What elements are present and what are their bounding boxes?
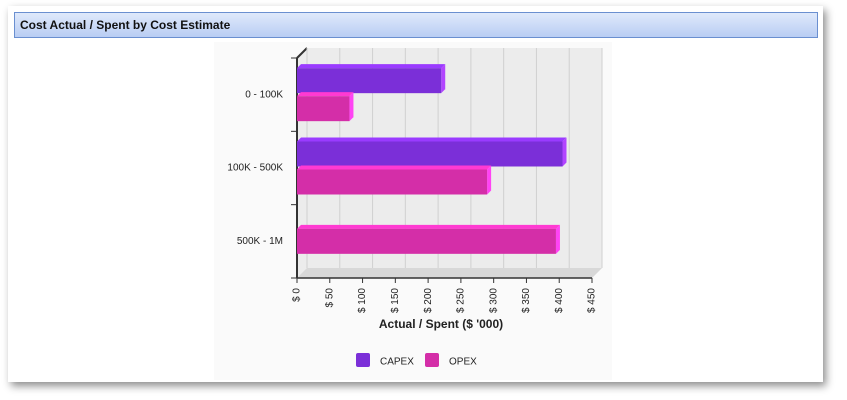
bar-top	[297, 137, 567, 142]
bar-side	[487, 165, 492, 195]
bar-side	[441, 64, 446, 94]
bar-top	[297, 165, 492, 170]
bar-side	[562, 137, 567, 167]
x-tick-label: $ 350	[521, 288, 532, 313]
y-axis-top	[296, 47, 308, 59]
y-tick-label: 0 - 100K	[245, 89, 283, 100]
bar-top	[297, 224, 560, 229]
x-axis-label: Actual / Spent ($ '000)	[379, 317, 503, 331]
panel-title: Cost Actual / Spent by Cost Estimate	[14, 12, 818, 38]
bar-top	[297, 92, 354, 97]
x-tick-label: $ 50	[324, 288, 335, 308]
legend-swatch	[425, 353, 439, 367]
x-tick-label: $ 150	[390, 288, 401, 313]
bar	[297, 96, 350, 122]
bar-top	[297, 64, 446, 69]
legend-swatch	[356, 353, 370, 367]
bar	[297, 141, 563, 167]
x-tick-label: $ 400	[554, 288, 565, 313]
y-tick-label: 100K - 500K	[227, 163, 283, 174]
bar	[297, 228, 556, 254]
bar	[297, 68, 442, 94]
y-tick-label: 500K - 1M	[237, 236, 283, 247]
plot-floor	[297, 268, 602, 278]
bar-side	[349, 92, 354, 122]
bar-side	[555, 224, 560, 254]
x-tick-label: $ 300	[488, 288, 499, 313]
x-tick-label: $ 0	[292, 288, 303, 302]
bar	[297, 169, 488, 195]
x-tick-label: $ 200	[423, 288, 434, 313]
x-tick-label: $ 450	[587, 288, 598, 313]
x-tick-label: $ 100	[357, 288, 368, 313]
legend-label: CAPEX	[380, 357, 414, 368]
x-tick-label: $ 250	[456, 288, 467, 313]
legend-label: OPEX	[449, 357, 477, 368]
